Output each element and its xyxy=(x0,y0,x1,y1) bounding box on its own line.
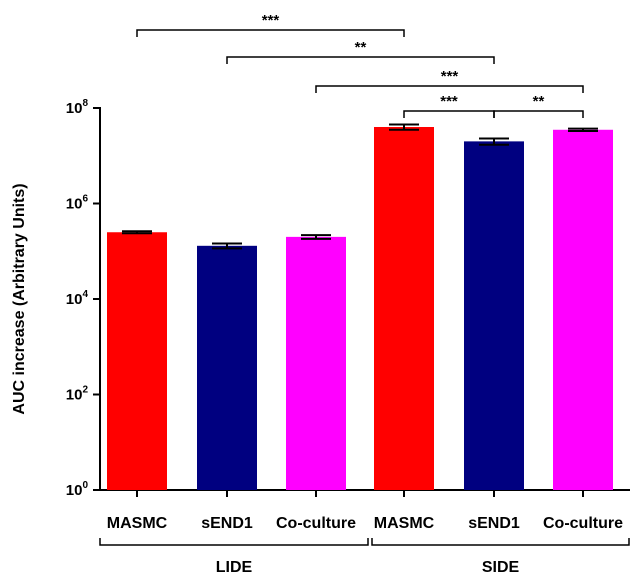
significance-bracket xyxy=(136,29,405,37)
group-label: SIDE xyxy=(482,559,520,576)
significance-label: ** xyxy=(533,93,545,110)
category-label: sEND1 xyxy=(468,515,520,532)
category-label: Co-culture xyxy=(543,515,623,532)
y-tick-label: 108 xyxy=(66,98,89,117)
significance-label: ** xyxy=(355,39,367,56)
y-axis-label: AUC increase (Arbitrary Units) xyxy=(11,183,28,414)
significance-bracket xyxy=(403,110,495,118)
group-label: LIDE xyxy=(216,559,253,576)
bar xyxy=(107,232,167,491)
category-label: MASMC xyxy=(374,515,435,532)
significance-label: *** xyxy=(440,93,458,110)
category-label: Co-culture xyxy=(276,515,356,532)
bar xyxy=(286,236,346,490)
group-bracket xyxy=(99,538,369,546)
bar xyxy=(374,127,434,490)
group-bracket xyxy=(371,538,630,546)
significance-bracket xyxy=(315,85,584,93)
y-tick-label: 104 xyxy=(66,289,89,308)
y-tick-label: 102 xyxy=(66,385,89,404)
y-tick-label: 100 xyxy=(66,480,89,499)
bar xyxy=(464,141,524,490)
significance-label: *** xyxy=(262,12,280,29)
significance-label: *** xyxy=(441,68,459,85)
category-label: sEND1 xyxy=(201,515,253,532)
significance-brackets: *********** ** xyxy=(136,12,584,118)
bars xyxy=(107,123,613,491)
bar xyxy=(553,129,613,490)
significance-bracket xyxy=(493,110,584,118)
labels: AUC increase (Arbitrary Units) MASMC sEND1… xyxy=(11,183,630,576)
y-tick-label: 106 xyxy=(66,194,89,213)
bar xyxy=(197,245,257,490)
axes: 100 102 104 106 108 xyxy=(66,98,630,499)
significance-bracket xyxy=(226,56,495,64)
category-label: MASMC xyxy=(107,515,168,532)
